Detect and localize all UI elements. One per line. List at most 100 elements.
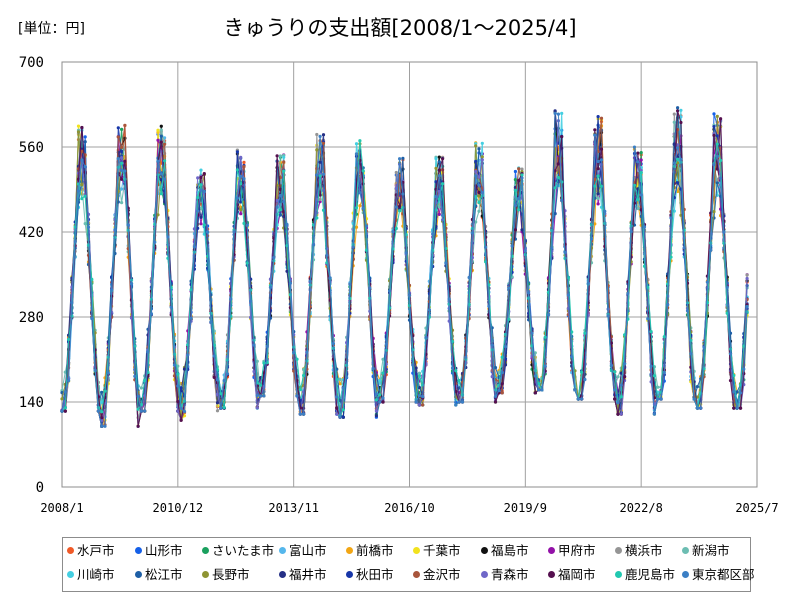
legend-marker <box>615 571 622 578</box>
data-point <box>649 364 653 368</box>
data-point <box>576 397 580 401</box>
data-point <box>636 206 640 211</box>
data-point <box>86 225 91 229</box>
data-point <box>593 177 597 182</box>
data-point <box>417 394 421 398</box>
data-point <box>215 392 220 396</box>
data-point <box>315 132 319 137</box>
data-point <box>596 192 600 196</box>
data-point <box>295 394 299 398</box>
data-point <box>351 245 355 249</box>
data-point <box>318 193 322 197</box>
data-point <box>553 212 557 216</box>
data-point <box>507 286 511 290</box>
data-point <box>335 412 339 416</box>
data-point <box>272 256 276 260</box>
data-point <box>613 388 617 392</box>
data-point <box>374 398 378 402</box>
data-point <box>282 160 286 164</box>
x-tick-label: 2025/7 <box>735 501 778 515</box>
data-point <box>321 208 326 212</box>
data-point <box>318 134 322 138</box>
data-point <box>616 412 620 416</box>
data-point <box>457 378 461 383</box>
legend-item: 秋田市 <box>346 564 394 586</box>
data-point <box>527 291 531 295</box>
data-point <box>80 197 84 201</box>
data-point <box>315 148 319 152</box>
data-point <box>189 316 193 320</box>
data-point <box>311 243 316 247</box>
data-point <box>186 353 190 357</box>
data-point <box>368 286 372 290</box>
legend-marker <box>67 547 74 554</box>
data-point <box>695 385 700 389</box>
legend-item: 前橋市 <box>346 540 394 562</box>
data-point <box>672 209 676 213</box>
data-point <box>676 143 680 147</box>
data-point <box>672 112 676 116</box>
data-point <box>176 384 180 388</box>
legend-marker <box>279 547 286 554</box>
data-point <box>331 341 335 346</box>
data-point <box>609 363 614 368</box>
data-point <box>662 335 666 339</box>
data-point <box>295 357 299 361</box>
data-point <box>215 401 220 405</box>
data-point <box>493 400 498 404</box>
legend-label: 東京都区部 <box>692 567 755 582</box>
data-point <box>719 158 723 163</box>
data-point <box>259 383 263 387</box>
data-point <box>354 142 359 146</box>
data-point <box>543 364 547 368</box>
x-axis-ticks: 2008/1 2010/12 2013/11 2016/10 2019/9 2022/8 2… <box>40 501 778 515</box>
data-point <box>80 183 84 187</box>
data-point <box>123 169 127 173</box>
data-point <box>596 115 600 119</box>
data-point <box>381 371 385 375</box>
data-point <box>437 160 441 164</box>
data-point <box>318 174 322 178</box>
data-point <box>209 320 213 324</box>
data-point <box>255 359 259 363</box>
legend-item: 新潟市 <box>682 540 730 562</box>
data-point <box>76 189 81 193</box>
data-point <box>143 409 147 413</box>
data-point <box>480 158 484 162</box>
data-point <box>599 147 604 151</box>
data-point <box>454 369 458 373</box>
data-point <box>417 386 421 390</box>
data-point <box>596 202 600 206</box>
legend-marker <box>202 547 209 554</box>
data-point <box>662 370 666 374</box>
data-point <box>712 125 716 129</box>
data-point <box>80 149 84 153</box>
data-point <box>450 366 455 370</box>
data-point <box>517 196 521 201</box>
data-point <box>278 208 282 212</box>
data-point <box>484 245 488 249</box>
data-point <box>639 193 643 197</box>
data-point <box>139 386 143 390</box>
data-point <box>745 304 749 309</box>
data-point <box>500 391 504 395</box>
data-point <box>199 188 203 192</box>
data-point <box>702 345 706 350</box>
data-point <box>699 406 703 410</box>
legend-label: 山形市 <box>145 543 183 558</box>
legend-item: 長野市 <box>202 564 250 586</box>
data-point <box>63 409 67 413</box>
legend-item: 千葉市 <box>413 540 461 562</box>
data-point <box>503 345 508 349</box>
data-point <box>354 206 359 210</box>
data-point <box>394 170 398 175</box>
data-point <box>570 355 574 359</box>
data-point <box>90 277 94 281</box>
data-point <box>732 390 736 394</box>
data-point <box>404 251 408 255</box>
data-point <box>477 175 481 179</box>
data-point <box>219 406 223 410</box>
data-point <box>129 282 134 286</box>
data-point <box>123 123 127 127</box>
data-point <box>636 198 640 202</box>
